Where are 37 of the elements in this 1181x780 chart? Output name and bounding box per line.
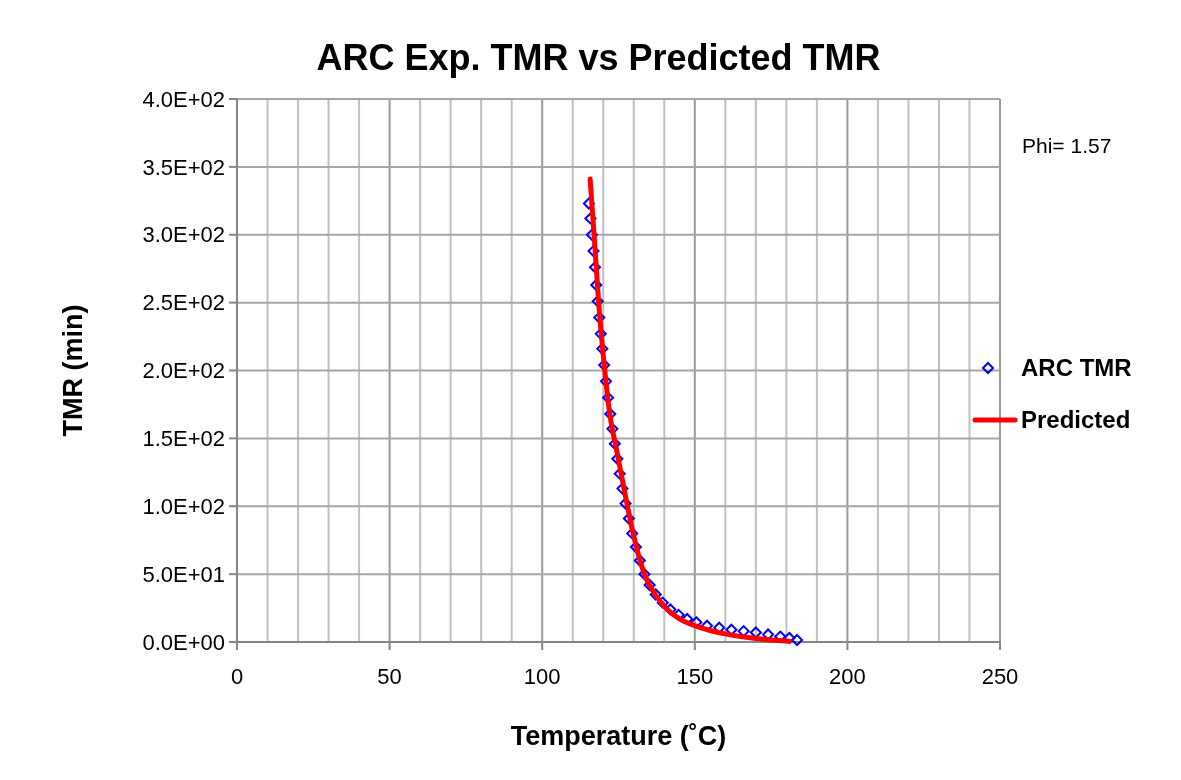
- point: [616, 482, 629, 495]
- x-tick-label: 250: [981, 664, 1019, 689]
- point: [606, 422, 619, 435]
- y-tick-label: 3.5E+02: [142, 154, 225, 180]
- y-tick-label: 0.0E+00: [142, 629, 225, 655]
- y-tick-label: 4.0E+02: [142, 86, 225, 112]
- point: [643, 578, 656, 591]
- x-tick-label: 200: [829, 664, 866, 689]
- point: [619, 497, 632, 510]
- point: [791, 633, 804, 646]
- point: [656, 596, 669, 609]
- point: [608, 437, 621, 450]
- x-axis-title: Temperature (˚C): [510, 721, 727, 751]
- point: [584, 212, 597, 225]
- point: [633, 554, 646, 567]
- text: Phi= 1.57: [1022, 134, 1112, 157]
- y-axis-title: TMR (min): [58, 304, 88, 437]
- y-tick-label: 1.0E+02: [142, 493, 225, 519]
- x-tick-label: 50: [377, 664, 402, 689]
- point: [587, 245, 600, 258]
- y-tick-label: 2.5E+02: [142, 290, 225, 316]
- point: [589, 261, 601, 274]
- point: [582, 197, 595, 210]
- point: [591, 295, 604, 308]
- x-tick-label: 100: [523, 664, 561, 689]
- x-tick-label: 150: [676, 664, 714, 689]
- point: [649, 588, 662, 601]
- legend-label: Predicted: [1021, 406, 1131, 434]
- y-tick-label: 5.0E+01: [142, 561, 225, 587]
- point: [585, 228, 598, 241]
- chart-title: ARC Exp. TMR vs Predicted TMR: [316, 37, 881, 78]
- legend-label: ARC TMR: [1021, 354, 1132, 382]
- y-tick-label: 3.0E+02: [142, 222, 225, 248]
- y-tick-label: 1.5E+02: [142, 426, 225, 452]
- y-tick-label: 2.0E+02: [142, 358, 225, 384]
- point: [638, 568, 651, 581]
- x-tick-label: 0: [230, 664, 244, 689]
